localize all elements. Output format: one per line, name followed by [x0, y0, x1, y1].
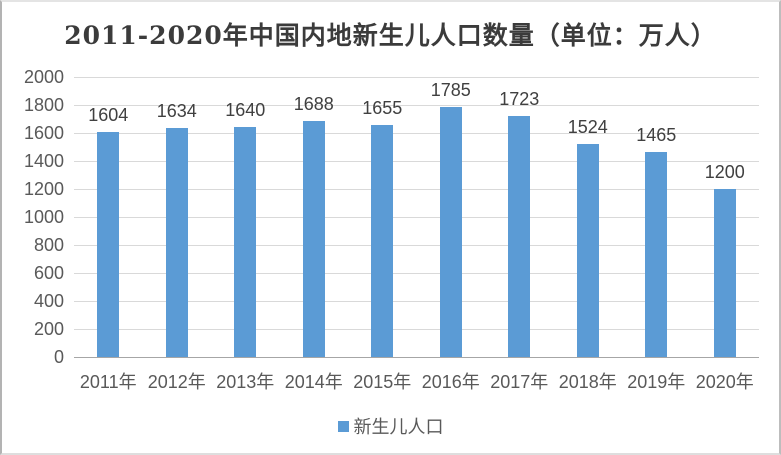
x-tick-label: 2020年 — [695, 372, 754, 392]
y-tick-label: 1200 — [23, 179, 64, 199]
data-label: 1604 — [88, 105, 129, 126]
y-tick-label: 1600 — [23, 123, 64, 143]
data-label: 1634 — [156, 101, 197, 122]
y-tick-label: 1000 — [23, 207, 64, 227]
x-tick-label: 2018年 — [558, 372, 617, 392]
gridline — [74, 105, 759, 106]
x-tick-label: 2016年 — [421, 372, 480, 392]
x-tick-label: 2019年 — [627, 372, 686, 392]
y-tick-label: 400 — [33, 291, 64, 311]
gridline — [74, 189, 759, 190]
bar-2011年 — [97, 132, 120, 357]
gridline — [74, 77, 759, 78]
y-tick-label: 0 — [53, 347, 64, 367]
bar-2014年 — [302, 120, 325, 357]
y-tick-label: 800 — [33, 235, 64, 255]
bar-2013年 — [234, 127, 257, 357]
bar-2019年 — [645, 151, 668, 357]
bar-2017年 — [508, 115, 531, 357]
gridline — [74, 161, 759, 162]
chart-title: 2011-2020年中国内地新生儿人口数量（单位：万人） — [64, 21, 717, 50]
y-tick-label: 2000 — [23, 67, 64, 87]
data-label: 1465 — [636, 124, 677, 145]
gridline — [74, 329, 759, 330]
x-tick-label: 2012年 — [147, 372, 206, 392]
y-tick-label: 200 — [33, 319, 64, 339]
bar-2016年 — [439, 107, 462, 357]
data-label: 1200 — [704, 162, 745, 182]
x-tick-label: 2014年 — [284, 372, 343, 392]
data-label: 1723 — [499, 88, 540, 109]
data-label: 1655 — [362, 98, 403, 119]
legend-color-swatch — [337, 420, 349, 432]
y-tick-label: 1800 — [23, 95, 64, 115]
legend-series-label: 新生儿人口 — [353, 417, 444, 437]
gridline — [74, 273, 759, 274]
gridline — [74, 245, 759, 246]
gridline — [74, 217, 759, 218]
bar-2015年 — [371, 125, 394, 357]
data-label: 1785 — [430, 80, 471, 101]
bar-2018年 — [576, 143, 599, 357]
gridline — [74, 133, 759, 134]
y-tick-label: 600 — [33, 263, 64, 283]
x-tick-label: 2013年 — [216, 372, 275, 392]
data-label: 1524 — [567, 116, 608, 137]
bar-2020年 — [713, 189, 736, 357]
data-label: 1688 — [293, 93, 334, 114]
plot-area — [74, 77, 759, 358]
bar-2012年 — [165, 128, 188, 357]
x-axis-line — [74, 357, 759, 358]
y-tick-label: 1400 — [23, 151, 64, 171]
x-tick-label: 2015年 — [353, 372, 412, 392]
x-tick-label: 2011年 — [79, 372, 137, 392]
data-label: 1640 — [225, 100, 266, 121]
legend: 新生儿人口 — [2, 413, 779, 439]
x-tick-label: 2017年 — [490, 372, 549, 392]
gridline — [74, 301, 759, 302]
